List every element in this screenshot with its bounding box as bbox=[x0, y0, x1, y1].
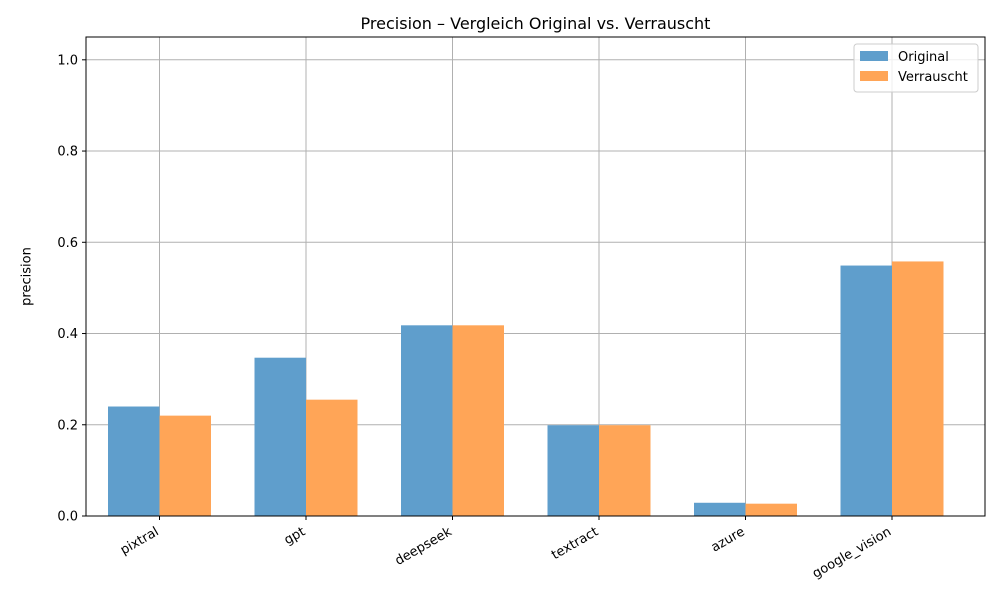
bar-original-azure bbox=[694, 502, 746, 516]
legend: Original Verrauscht bbox=[853, 43, 979, 93]
bar-original-pixtral bbox=[108, 406, 160, 516]
bar-verrauscht-pixtral bbox=[159, 415, 211, 516]
y-tick-label: 0.6 bbox=[57, 236, 78, 251]
bar-original-textract bbox=[547, 425, 599, 516]
bar-original-google-vision bbox=[840, 265, 892, 516]
bar-verrauscht-azure bbox=[745, 503, 797, 516]
plot-frame bbox=[85, 36, 986, 517]
bar-original-gpt bbox=[254, 357, 306, 516]
legend-label: Verrauscht bbox=[898, 70, 968, 85]
bar-verrauscht-deepseek bbox=[452, 325, 504, 516]
bars bbox=[108, 261, 944, 516]
y-tick-label: 0.2 bbox=[57, 418, 78, 433]
bar-verrauscht-textract bbox=[599, 425, 651, 516]
bar-original-deepseek bbox=[401, 325, 453, 516]
y-tick-label: 0.0 bbox=[57, 510, 78, 525]
bar-verrauscht-google-vision bbox=[892, 261, 944, 516]
chart-title: Precision – Vergleich Original vs. Verra… bbox=[361, 14, 711, 33]
legend-label: Original bbox=[898, 50, 949, 65]
legend-swatch bbox=[860, 51, 888, 61]
legend-swatch bbox=[860, 71, 888, 81]
y-tick-label: 1.0 bbox=[57, 53, 78, 68]
y-tick-label: 0.8 bbox=[57, 145, 78, 160]
y-axis-label: precision bbox=[20, 247, 35, 306]
bar-verrauscht-gpt bbox=[306, 399, 358, 516]
y-tick-label: 0.4 bbox=[57, 327, 78, 342]
